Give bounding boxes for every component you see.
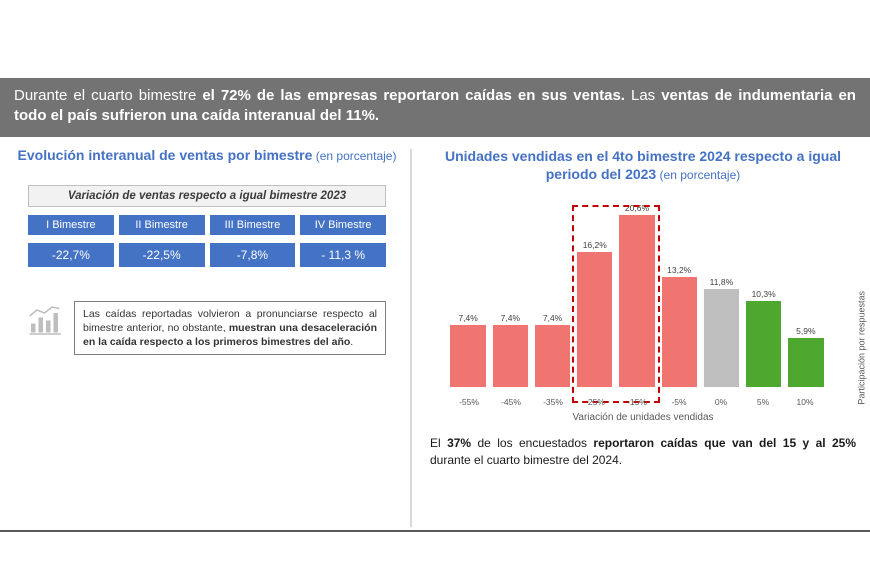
left-title: Evolución interanual de ventas por bimes… xyxy=(14,147,400,163)
bar xyxy=(788,338,823,387)
table-header-row: I Bimestre II Bimestre III Bimestre IV B… xyxy=(28,215,386,235)
banner-text-2: Las xyxy=(625,87,661,104)
bar xyxy=(493,325,528,387)
bar xyxy=(535,325,570,387)
x-tick: -45% xyxy=(490,397,532,407)
bar-col: 16,2% xyxy=(575,203,615,387)
col-0: I Bimestre xyxy=(28,215,114,235)
bar-col: 7,4% xyxy=(532,203,572,387)
banner-bold-1: el 72% de las empresas reportaron caídas… xyxy=(202,87,625,104)
bar-value-label: 7,4% xyxy=(501,313,520,323)
chart-caption: El 37% de los encuestados reportaron caí… xyxy=(430,435,856,469)
bar-col: 5,9% xyxy=(786,203,826,387)
bar-col: 20,6% xyxy=(617,203,657,387)
cap-t2: de los encuestados xyxy=(471,436,593,450)
col-1: II Bimestre xyxy=(119,215,205,235)
x-tick: 5% xyxy=(742,397,784,407)
bar-value-label: 5,9% xyxy=(796,326,815,336)
bar-col: 7,4% xyxy=(448,203,488,387)
table-caption: Variación de ventas respecto a igual bim… xyxy=(28,185,386,207)
bar-value-label: 11,8% xyxy=(710,277,733,287)
y-axis-label: Participación por respuestas xyxy=(857,291,867,405)
footer-rule xyxy=(0,530,870,532)
bar-value-label: 7,4% xyxy=(543,313,562,323)
bar-value-label: 16,2% xyxy=(583,240,607,250)
col-3: IV Bimestre xyxy=(300,215,386,235)
chart-icon xyxy=(28,301,64,337)
val-1: -22,5% xyxy=(119,243,205,267)
note-text-2: . xyxy=(350,336,353,348)
left-panel: Evolución interanual de ventas por bimes… xyxy=(0,137,410,537)
bar xyxy=(577,252,612,387)
bar xyxy=(450,325,485,387)
cap-t1: El xyxy=(430,436,447,450)
val-3: - 11,3 % xyxy=(300,243,386,267)
bar-col: 11,8% xyxy=(701,203,741,387)
x-tick: -15% xyxy=(616,397,658,407)
bar-col: 13,2% xyxy=(659,203,699,387)
x-tick: 0% xyxy=(700,397,742,407)
left-title-main: Evolución interanual de ventas por bimes… xyxy=(18,147,313,163)
val-2: -7,8% xyxy=(210,243,296,267)
x-tick: 10% xyxy=(784,397,826,407)
left-title-light: (en porcentaje) xyxy=(312,149,396,163)
right-title-light: (en porcentaje) xyxy=(656,168,740,182)
bar-col: 7,4% xyxy=(490,203,530,387)
bar xyxy=(746,301,781,387)
bar-value-label: 20,6% xyxy=(625,203,649,213)
variation-table: Variación de ventas respecto a igual bim… xyxy=(28,185,386,267)
val-0: -22,7% xyxy=(28,243,114,267)
right-panel: Unidades vendidas en el 4to bimestre 202… xyxy=(412,137,870,537)
cap-b2: reportaron caídas que van del 15 y al 25… xyxy=(593,436,856,450)
note-box: Las caídas reportadas volvieron a pronun… xyxy=(74,301,386,356)
banner-text-1: Durante el cuarto bimestre xyxy=(14,87,202,104)
col-2: III Bimestre xyxy=(210,215,296,235)
x-tick: -35% xyxy=(532,397,574,407)
x-tick: -55% xyxy=(448,397,490,407)
cap-b1: 37% xyxy=(447,436,471,450)
right-title-main: Unidades vendidas en el 4to bimestre 202… xyxy=(445,148,841,182)
bar xyxy=(662,277,697,387)
units-chart: 7,4% 7,4% 7,4% 16,2% 20,6% 13,2% 11,8% 10,3% 5,9… xyxy=(430,203,856,423)
x-tick: -5% xyxy=(658,397,700,407)
bar-col: 10,3% xyxy=(744,203,784,387)
cap-t3: durante el cuarto bimestre del 2024. xyxy=(430,453,622,467)
bar xyxy=(619,215,654,387)
bar-value-label: 13,2% xyxy=(667,265,691,275)
bar-value-label: 7,4% xyxy=(458,313,477,323)
bar-value-label: 10,3% xyxy=(752,289,776,299)
headline-banner: Durante el cuarto bimestre el 72% de las… xyxy=(0,78,870,137)
right-title: Unidades vendidas en el 4to bimestre 202… xyxy=(430,147,856,184)
table-value-row: -22,7% -22,5% -7,8% - 11,3 % xyxy=(28,243,386,267)
bar xyxy=(704,289,739,388)
x-axis-label: Variación de unidades vendidas xyxy=(430,412,856,423)
x-tick: -25% xyxy=(574,397,616,407)
